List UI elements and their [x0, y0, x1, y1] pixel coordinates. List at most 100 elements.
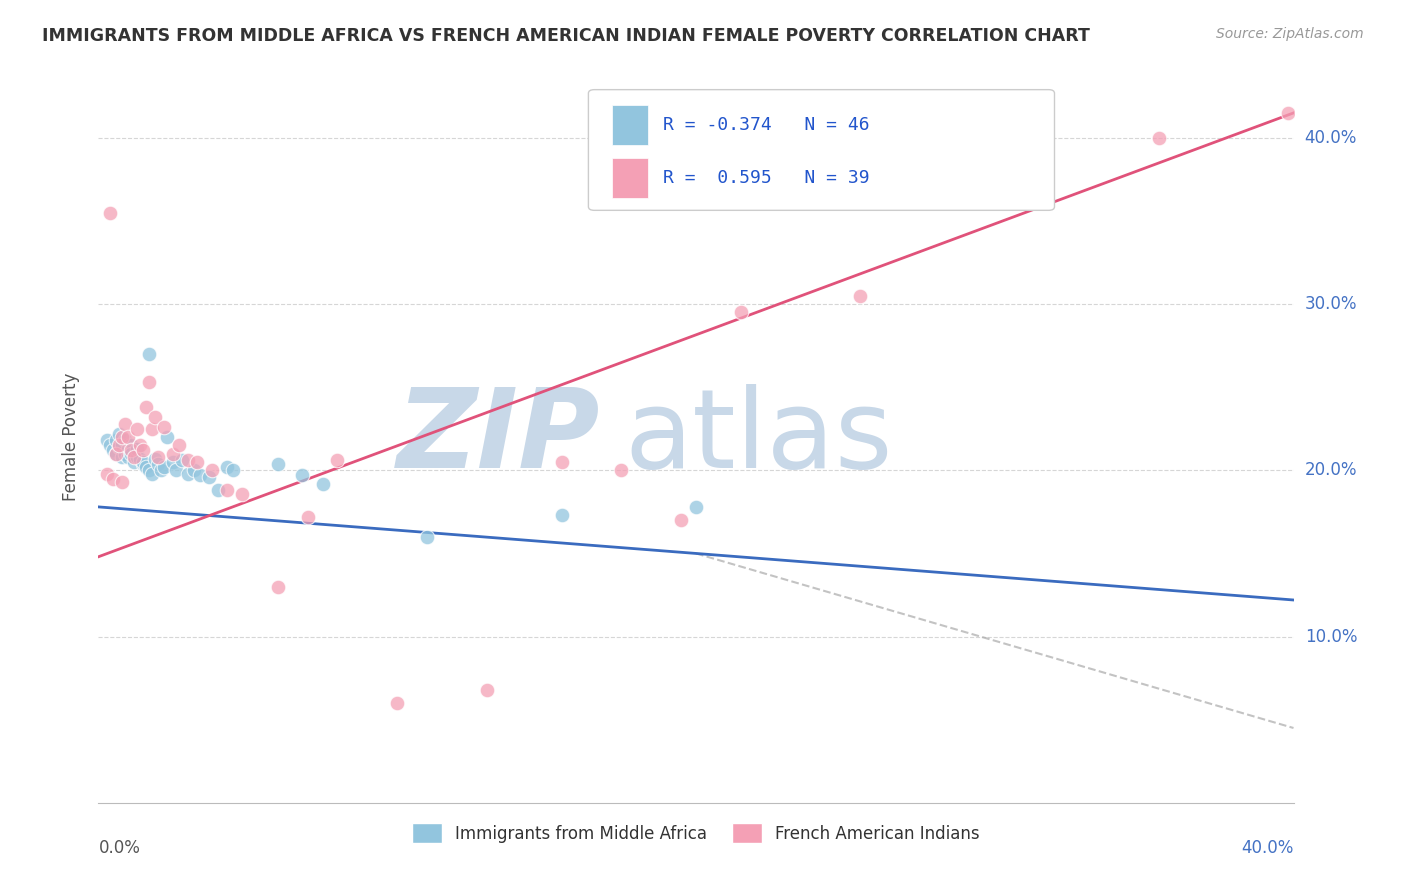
- Point: [135, 460, 157, 475]
- Point: [153, 420, 176, 434]
- Point: [215, 483, 238, 498]
- Point: [610, 463, 633, 477]
- Point: [267, 580, 290, 594]
- Point: [103, 472, 125, 486]
- Point: [326, 453, 349, 467]
- Point: [730, 305, 752, 319]
- Point: [550, 508, 572, 523]
- Point: [148, 457, 170, 471]
- Point: [135, 400, 157, 414]
- Bar: [613, 158, 648, 198]
- Point: [105, 447, 128, 461]
- Point: [138, 347, 160, 361]
- Point: [685, 500, 707, 514]
- Point: [120, 447, 142, 461]
- Point: [96, 467, 118, 481]
- Point: [215, 460, 238, 475]
- Point: [849, 289, 872, 303]
- Point: [231, 486, 253, 500]
- Point: [475, 682, 498, 697]
- Point: [132, 455, 155, 469]
- Text: 10.0%: 10.0%: [1305, 628, 1357, 646]
- Point: [120, 443, 142, 458]
- Point: [297, 509, 319, 524]
- Point: [117, 450, 139, 464]
- Point: [167, 438, 190, 452]
- Point: [98, 205, 122, 219]
- Point: [114, 417, 136, 431]
- Point: [385, 696, 409, 710]
- Point: [124, 450, 146, 464]
- Point: [132, 443, 155, 458]
- Legend: Immigrants from Middle Africa, French American Indians: Immigrants from Middle Africa, French Am…: [405, 817, 987, 849]
- Text: ZIP: ZIP: [396, 384, 600, 491]
- Point: [1277, 106, 1299, 120]
- Y-axis label: Female Poverty: Female Poverty: [62, 373, 80, 501]
- Point: [111, 438, 134, 452]
- Point: [141, 422, 163, 436]
- Point: [550, 455, 572, 469]
- Point: [172, 453, 194, 467]
- Point: [127, 422, 149, 436]
- Point: [150, 463, 173, 477]
- Point: [127, 442, 149, 456]
- Point: [127, 450, 149, 464]
- Bar: [613, 105, 648, 145]
- Point: [108, 438, 131, 452]
- Text: IMMIGRANTS FROM MIDDLE AFRICA VS FRENCH AMERICAN INDIAN FEMALE POVERTY CORRELATI: IMMIGRANTS FROM MIDDLE AFRICA VS FRENCH …: [42, 27, 1090, 45]
- Text: 40.0%: 40.0%: [1305, 128, 1357, 147]
- Text: Source: ZipAtlas.com: Source: ZipAtlas.com: [1216, 27, 1364, 41]
- Point: [138, 463, 160, 477]
- Point: [114, 447, 136, 461]
- Point: [198, 470, 221, 484]
- Point: [143, 410, 166, 425]
- Point: [222, 463, 245, 477]
- Point: [162, 455, 184, 469]
- Text: 0.0%: 0.0%: [98, 839, 141, 857]
- Point: [207, 483, 229, 498]
- Point: [111, 450, 134, 464]
- Point: [416, 530, 439, 544]
- Point: [108, 440, 131, 454]
- Point: [117, 442, 139, 456]
- Text: 30.0%: 30.0%: [1305, 295, 1357, 313]
- Point: [111, 430, 134, 444]
- Point: [120, 438, 142, 452]
- FancyBboxPatch shape: [589, 90, 1054, 211]
- Point: [96, 434, 118, 448]
- Text: R =  0.595   N = 39: R = 0.595 N = 39: [662, 169, 869, 187]
- Point: [267, 457, 290, 471]
- Point: [186, 455, 208, 469]
- Point: [311, 476, 333, 491]
- Point: [177, 467, 200, 481]
- Point: [132, 457, 155, 471]
- Point: [111, 475, 134, 489]
- Point: [117, 430, 139, 444]
- Point: [669, 513, 692, 527]
- Text: 20.0%: 20.0%: [1305, 461, 1357, 479]
- Point: [162, 447, 184, 461]
- Point: [148, 450, 170, 464]
- Text: 40.0%: 40.0%: [1241, 839, 1294, 857]
- Point: [114, 434, 136, 448]
- Text: atlas: atlas: [624, 384, 893, 491]
- Text: R = -0.374   N = 46: R = -0.374 N = 46: [662, 116, 869, 134]
- Point: [188, 468, 211, 483]
- Point: [108, 426, 131, 441]
- Point: [153, 460, 176, 475]
- Point: [1147, 131, 1170, 145]
- Point: [177, 453, 200, 467]
- Point: [165, 463, 187, 477]
- Point: [201, 463, 224, 477]
- Point: [129, 451, 152, 466]
- Point: [141, 467, 163, 481]
- Point: [98, 438, 122, 452]
- Point: [124, 455, 146, 469]
- Point: [183, 463, 205, 477]
- Point: [103, 443, 125, 458]
- Point: [143, 451, 166, 466]
- Point: [156, 430, 179, 444]
- Point: [291, 468, 314, 483]
- Point: [105, 434, 128, 448]
- Point: [129, 438, 152, 452]
